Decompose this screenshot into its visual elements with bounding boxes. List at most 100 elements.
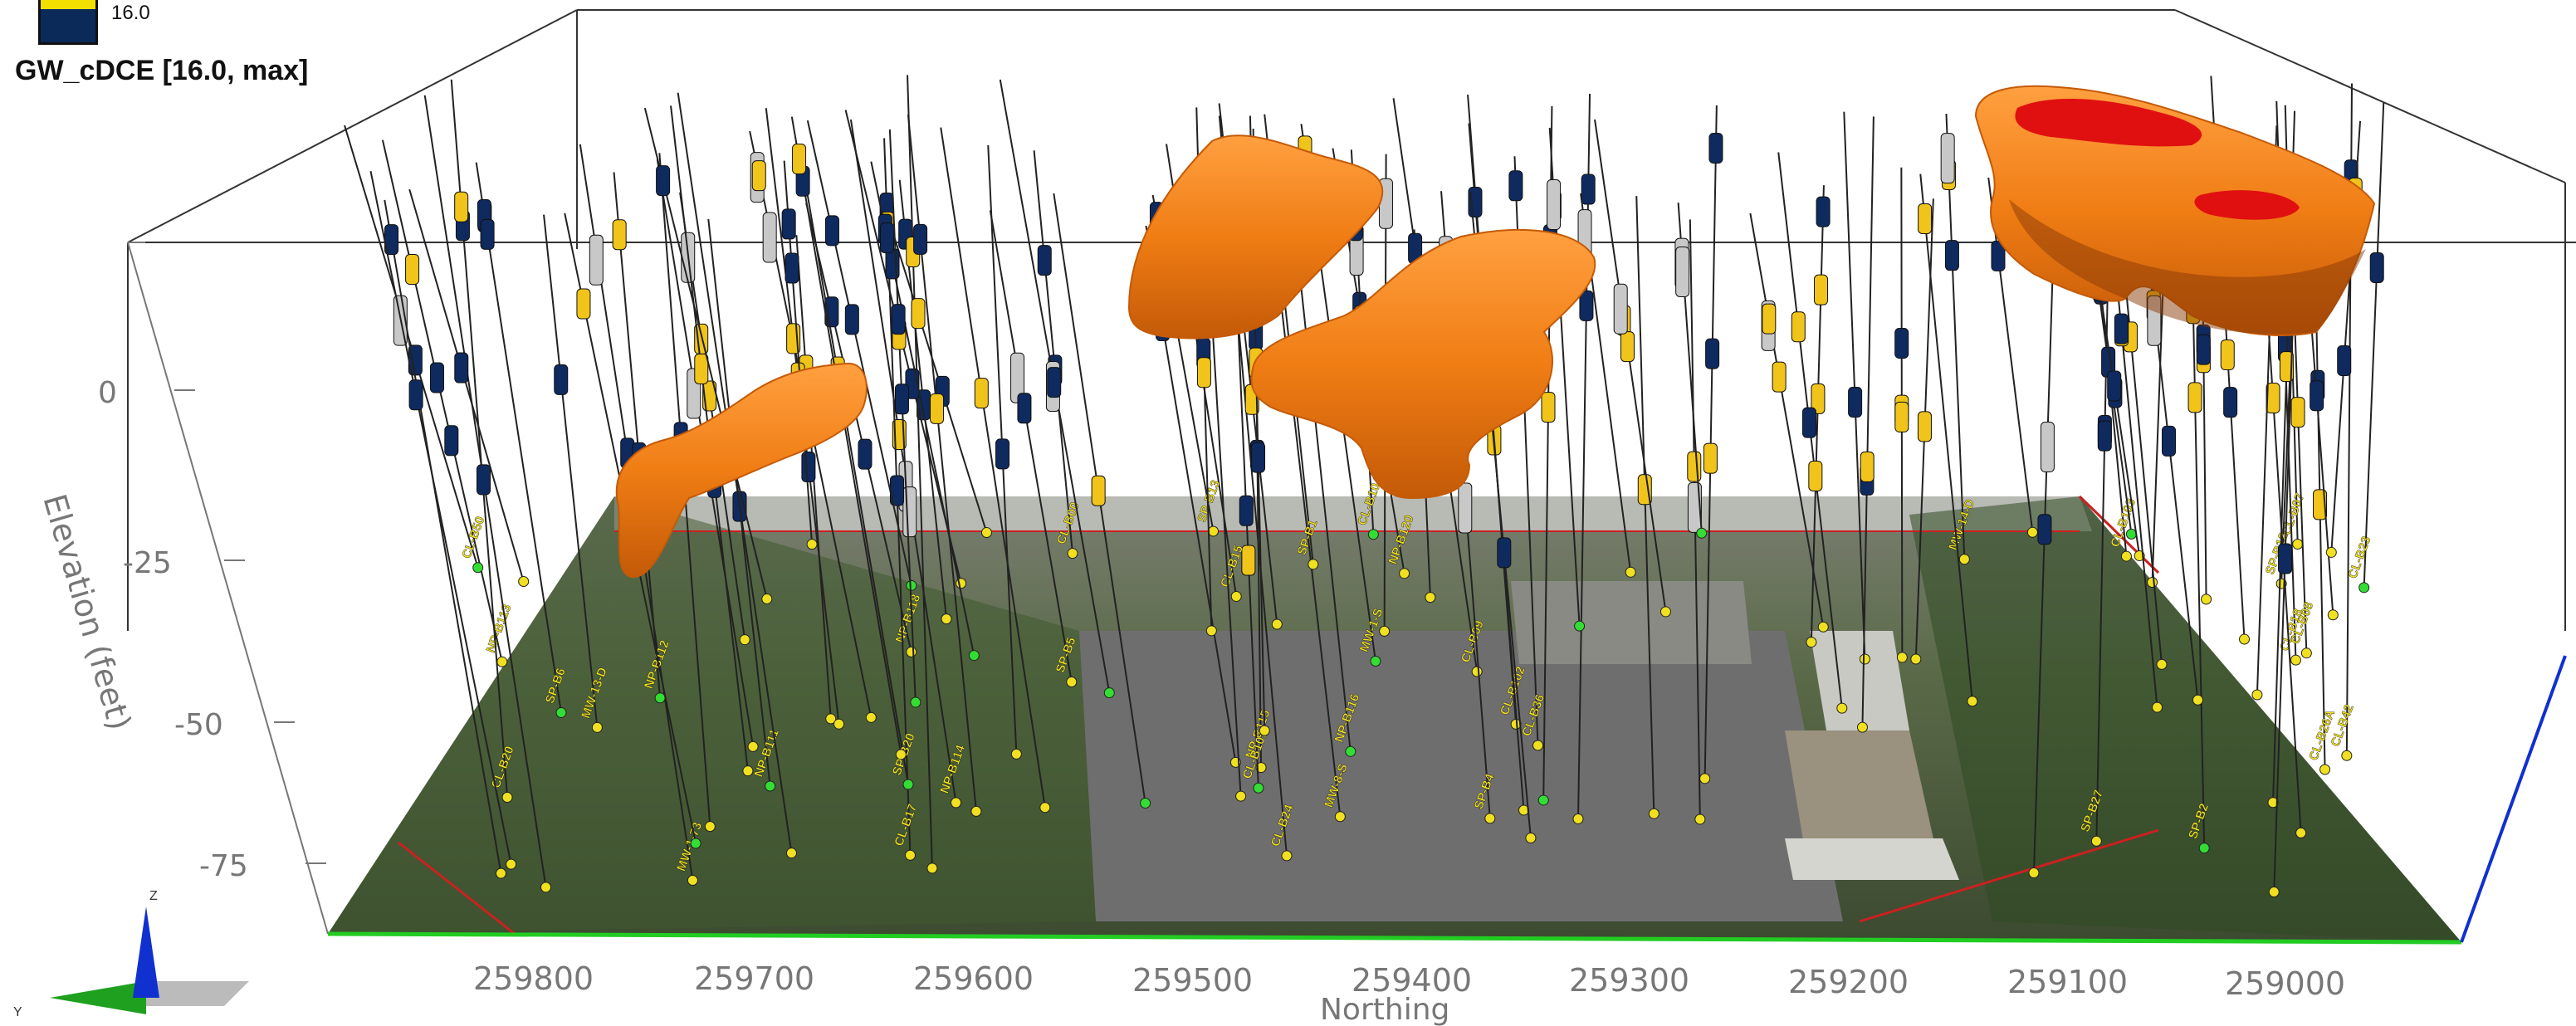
well-screen-segment[interactable] [1547, 179, 1562, 231]
well-location-marker[interactable] [1235, 790, 1247, 802]
well-location-marker[interactable] [1370, 655, 1381, 667]
well-location-marker[interactable] [2198, 843, 2210, 854]
well-location-marker[interactable] [906, 646, 917, 657]
well-screen-segment[interactable] [1762, 303, 1777, 335]
well-location-marker[interactable] [739, 634, 750, 646]
well-screen-segment[interactable] [1772, 361, 1787, 393]
well-location-marker[interactable] [496, 656, 508, 667]
well-location-marker[interactable] [1817, 621, 1829, 633]
well-location-marker[interactable] [968, 650, 980, 662]
well-location-marker[interactable] [2268, 887, 2280, 898]
well-screen-segment[interactable] [792, 144, 807, 175]
well-location-marker[interactable] [941, 613, 952, 625]
well-location-marker[interactable] [742, 765, 754, 777]
well-location-marker[interactable] [2325, 546, 2337, 558]
well-location-marker[interactable] [1425, 592, 1436, 603]
well-location-marker[interactable] [1066, 677, 1078, 688]
well-screen-segment[interactable] [2161, 425, 2176, 457]
well-screen-segment[interactable] [1944, 240, 1959, 271]
well-screen-segment[interactable] [1816, 196, 1831, 227]
well-location-marker[interactable] [472, 562, 484, 574]
well-location-marker[interactable] [1230, 590, 1242, 602]
well-screen-segment[interactable] [1251, 442, 1266, 473]
well-location-marker[interactable] [1836, 702, 1848, 714]
well-screen-segment[interactable] [694, 353, 709, 384]
well-location-marker[interactable] [591, 721, 603, 733]
well-screen-segment[interactable] [1037, 245, 1052, 276]
well-location-marker[interactable] [687, 875, 698, 887]
well-screen-segment[interactable] [2337, 344, 2352, 376]
well-location-marker[interactable] [1067, 548, 1078, 559]
well-screen-segment[interactable] [1047, 367, 1062, 398]
well-location-marker[interactable] [1967, 696, 1978, 707]
well-location-marker[interactable] [1806, 637, 1817, 648]
well-location-marker[interactable] [765, 780, 776, 792]
well-location-marker[interactable] [1253, 782, 1264, 794]
well-location-marker[interactable] [1039, 802, 1051, 813]
well-location-marker[interactable] [1334, 811, 1346, 823]
well-screen-segment[interactable] [429, 362, 444, 393]
well-screen-segment[interactable] [1703, 442, 1718, 474]
well-location-marker[interactable] [2152, 701, 2163, 713]
well-location-marker[interactable] [2341, 750, 2353, 761]
well-location-marker[interactable] [1140, 798, 1151, 809]
well-screen-segment[interactable] [1541, 392, 1556, 423]
well-screen-segment[interactable] [1091, 475, 1106, 506]
well-location-marker[interactable] [970, 805, 982, 817]
well-location-marker[interactable] [2290, 654, 2301, 666]
well-screen-segment[interactable] [930, 393, 945, 424]
well-location-marker[interactable] [1103, 687, 1115, 699]
well-screen-segment[interactable] [1801, 407, 1816, 438]
well-location-marker[interactable] [2267, 797, 2279, 809]
well-location-marker[interactable] [895, 749, 907, 760]
plume-center-north[interactable] [1127, 134, 1384, 340]
well-screen-segment[interactable] [1675, 246, 1690, 297]
well-screen-segment[interactable] [1813, 274, 1828, 305]
well-location-marker[interactable] [2028, 867, 2040, 878]
well-screen-segment[interactable] [554, 364, 569, 395]
well-screen-segment[interactable] [1458, 482, 1473, 534]
well-location-marker[interactable] [902, 779, 914, 790]
well-location-marker[interactable] [1259, 725, 1270, 736]
well-screen-segment[interactable] [2266, 383, 2280, 414]
well-screen-segment[interactable] [477, 464, 491, 496]
well-location-marker[interactable] [1694, 813, 1706, 825]
well-screen-segment[interactable] [880, 222, 895, 254]
well-screen-segment[interactable] [1708, 133, 1723, 164]
well-location-marker[interactable] [654, 692, 666, 704]
well-screen-segment[interactable] [1687, 451, 1702, 482]
well-location-marker[interactable] [495, 867, 506, 879]
well-location-marker[interactable] [951, 797, 962, 809]
well-location-marker[interactable] [501, 792, 513, 804]
well-location-marker[interactable] [1699, 773, 1711, 784]
well-location-marker[interactable] [518, 576, 530, 588]
well-location-marker[interactable] [1532, 740, 1544, 751]
well-screen-segment[interactable] [1705, 338, 1720, 369]
well-location-marker[interactable] [2192, 694, 2203, 706]
well-screen-segment[interactable] [1613, 283, 1628, 335]
well-location-marker[interactable] [2319, 764, 2331, 775]
well-location-marker[interactable] [2120, 550, 2132, 562]
well-screen-segment[interactable] [2369, 252, 2384, 283]
well-location-marker[interactable] [906, 579, 917, 591]
well-screen-segment[interactable] [2220, 340, 2235, 371]
well-screen-segment[interactable] [762, 212, 777, 263]
well-location-marker[interactable] [1859, 653, 1870, 665]
well-location-marker[interactable] [2251, 689, 2263, 701]
well-location-marker[interactable] [865, 711, 877, 723]
well-screen-segment[interactable] [1579, 290, 1594, 321]
well-screen-segment[interactable] [1637, 474, 1652, 506]
well-screen-segment[interactable] [844, 304, 859, 335]
well-screen-segment[interactable] [1894, 401, 1909, 432]
well-location-marker[interactable] [747, 740, 759, 752]
well-screen-segment[interactable] [2107, 370, 2122, 402]
well-location-marker[interactable] [2292, 538, 2304, 550]
well-location-marker[interactable] [2358, 582, 2370, 594]
well-location-marker[interactable] [1281, 850, 1293, 862]
well-screen-segment[interactable] [891, 304, 906, 335]
well-location-marker[interactable] [1255, 762, 1267, 774]
well-location-marker[interactable] [1648, 808, 1659, 819]
well-location-marker[interactable] [704, 821, 716, 833]
well-location-marker[interactable] [2147, 576, 2158, 588]
